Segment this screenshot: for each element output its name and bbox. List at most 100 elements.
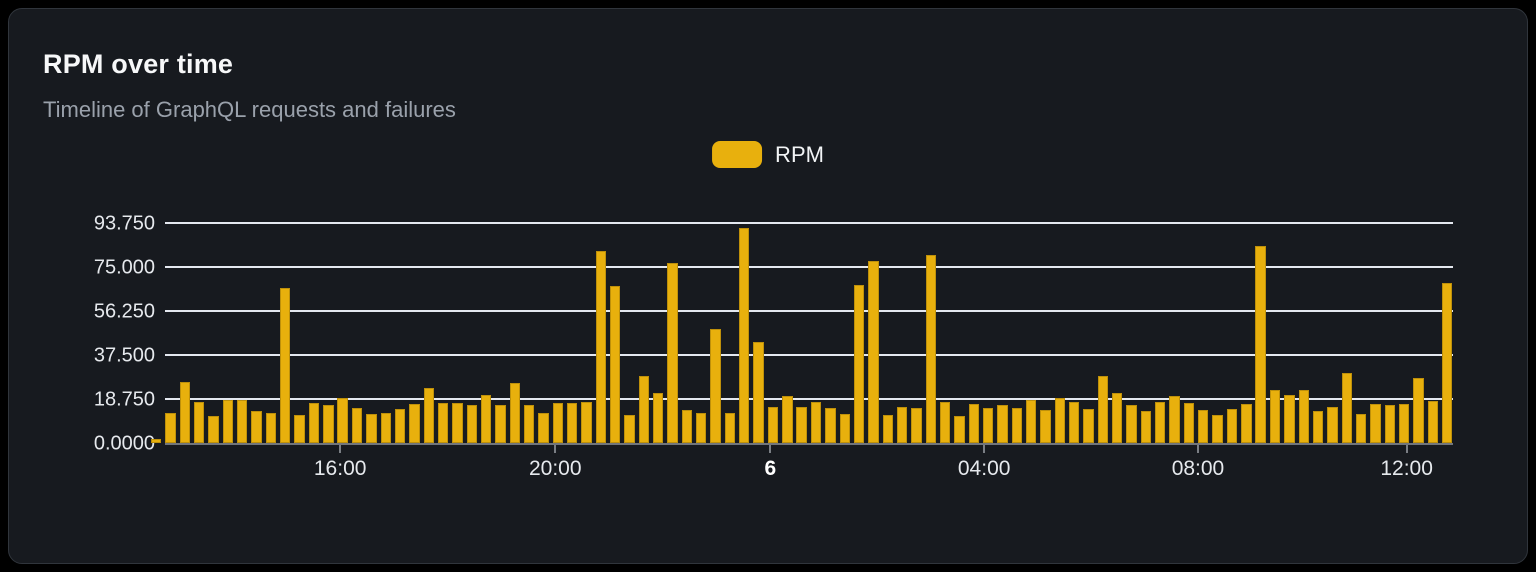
- bar[interactable]: [208, 416, 219, 443]
- bar[interactable]: [265, 412, 277, 443]
- bar[interactable]: [1140, 411, 1152, 443]
- bar[interactable]: [194, 401, 205, 443]
- bar[interactable]: [1427, 400, 1438, 443]
- bar[interactable]: [466, 405, 477, 443]
- bar[interactable]: [581, 401, 592, 443]
- bar[interactable]: [1341, 372, 1352, 443]
- bar[interactable]: [868, 261, 879, 443]
- bar[interactable]: [896, 406, 908, 443]
- bar[interactable]: [552, 403, 564, 443]
- bar[interactable]: [1054, 398, 1066, 443]
- bar[interactable]: [251, 411, 262, 443]
- plot-area: 0.0000 18.750 37.500 56.250 75.000 93.750 16:…: [94, 213, 1453, 480]
- chart-title: RPM over time: [43, 49, 234, 79]
- bar[interactable]: [739, 228, 750, 443]
- bar[interactable]: [337, 398, 348, 443]
- bar[interactable]: [437, 403, 449, 443]
- bar[interactable]: [1398, 404, 1410, 443]
- bar[interactable]: [1355, 413, 1367, 443]
- bar[interactable]: [1025, 399, 1037, 443]
- bar[interactable]: [681, 410, 693, 443]
- bar[interactable]: [1441, 283, 1453, 443]
- bar[interactable]: [523, 405, 535, 443]
- bar[interactable]: [1212, 414, 1223, 443]
- bar[interactable]: [1183, 403, 1195, 443]
- bar[interactable]: [294, 414, 305, 443]
- bar[interactable]: [954, 416, 965, 443]
- bar[interactable]: [982, 407, 994, 443]
- bar[interactable]: [610, 285, 621, 443]
- bar[interactable]: [1083, 408, 1094, 443]
- bar[interactable]: [997, 405, 1008, 443]
- gridline: [165, 222, 1453, 224]
- bar[interactable]: [1040, 410, 1051, 443]
- bar[interactable]: [925, 255, 936, 443]
- bar[interactable]: [1155, 401, 1166, 443]
- x-axis-tick-mark: [769, 445, 772, 453]
- bar[interactable]: [480, 394, 492, 443]
- bar[interactable]: [495, 405, 506, 443]
- bar[interactable]: [911, 407, 922, 443]
- bar[interactable]: [638, 376, 650, 443]
- bar[interactable]: [696, 412, 707, 443]
- bar[interactable]: [1413, 378, 1424, 443]
- bar[interactable]: [366, 413, 377, 443]
- bar[interactable]: [667, 263, 678, 443]
- bar[interactable]: [882, 414, 893, 443]
- bar[interactable]: [452, 403, 463, 443]
- bar[interactable]: [839, 413, 850, 443]
- bar[interactable]: [409, 404, 420, 443]
- bar[interactable]: [222, 399, 234, 443]
- bar[interactable]: [165, 412, 176, 443]
- bar[interactable]: [1097, 376, 1109, 443]
- bar[interactable]: [351, 407, 363, 443]
- bar[interactable]: [1011, 407, 1023, 443]
- bar[interactable]: [1370, 404, 1381, 443]
- gridline: [165, 398, 1453, 400]
- bar[interactable]: [710, 329, 721, 443]
- bar[interactable]: [538, 412, 549, 443]
- bar[interactable]: [280, 288, 291, 443]
- bar[interactable]: [323, 405, 334, 443]
- bar[interactable]: [1126, 405, 1137, 443]
- bar[interactable]: [1226, 408, 1238, 443]
- bar[interactable]: [810, 401, 822, 443]
- bar[interactable]: [767, 406, 779, 443]
- bar[interactable]: [939, 401, 951, 443]
- bar[interactable]: [1241, 404, 1252, 443]
- bar[interactable]: [394, 408, 406, 443]
- legend[interactable]: RPM: [712, 141, 824, 168]
- bar[interactable]: [1312, 411, 1324, 443]
- x-axis-label: 6: [764, 457, 777, 480]
- bar[interactable]: [796, 406, 807, 443]
- bar[interactable]: [179, 382, 191, 443]
- bar[interactable]: [1169, 396, 1180, 443]
- bar[interactable]: [1069, 401, 1080, 443]
- chart-card: RPM over time Timeline of GraphQL reques…: [8, 8, 1528, 564]
- bar[interactable]: [1269, 390, 1281, 443]
- bar[interactable]: [853, 284, 865, 443]
- bar[interactable]: [1384, 405, 1395, 443]
- bar[interactable]: [753, 342, 764, 443]
- bar[interactable]: [423, 387, 434, 443]
- bar[interactable]: [1255, 245, 1266, 443]
- bar[interactable]: [380, 412, 391, 443]
- legend-swatch-rpm[interactable]: [712, 141, 763, 168]
- bar[interactable]: [724, 412, 736, 443]
- bar[interactable]: [825, 407, 836, 443]
- bar[interactable]: [624, 414, 635, 443]
- bar[interactable]: [566, 403, 578, 443]
- bar[interactable]: [1298, 390, 1309, 443]
- bar[interactable]: [1112, 392, 1123, 443]
- bar[interactable]: [308, 403, 320, 443]
- bar[interactable]: [968, 404, 979, 443]
- bar[interactable]: [151, 439, 162, 443]
- bar[interactable]: [595, 250, 607, 443]
- bar[interactable]: [509, 383, 520, 443]
- bar[interactable]: [1327, 406, 1338, 443]
- bar[interactable]: [653, 392, 664, 443]
- bar[interactable]: [782, 396, 793, 443]
- bar[interactable]: [1198, 410, 1209, 443]
- bar[interactable]: [1284, 394, 1295, 443]
- bar[interactable]: [237, 399, 248, 443]
